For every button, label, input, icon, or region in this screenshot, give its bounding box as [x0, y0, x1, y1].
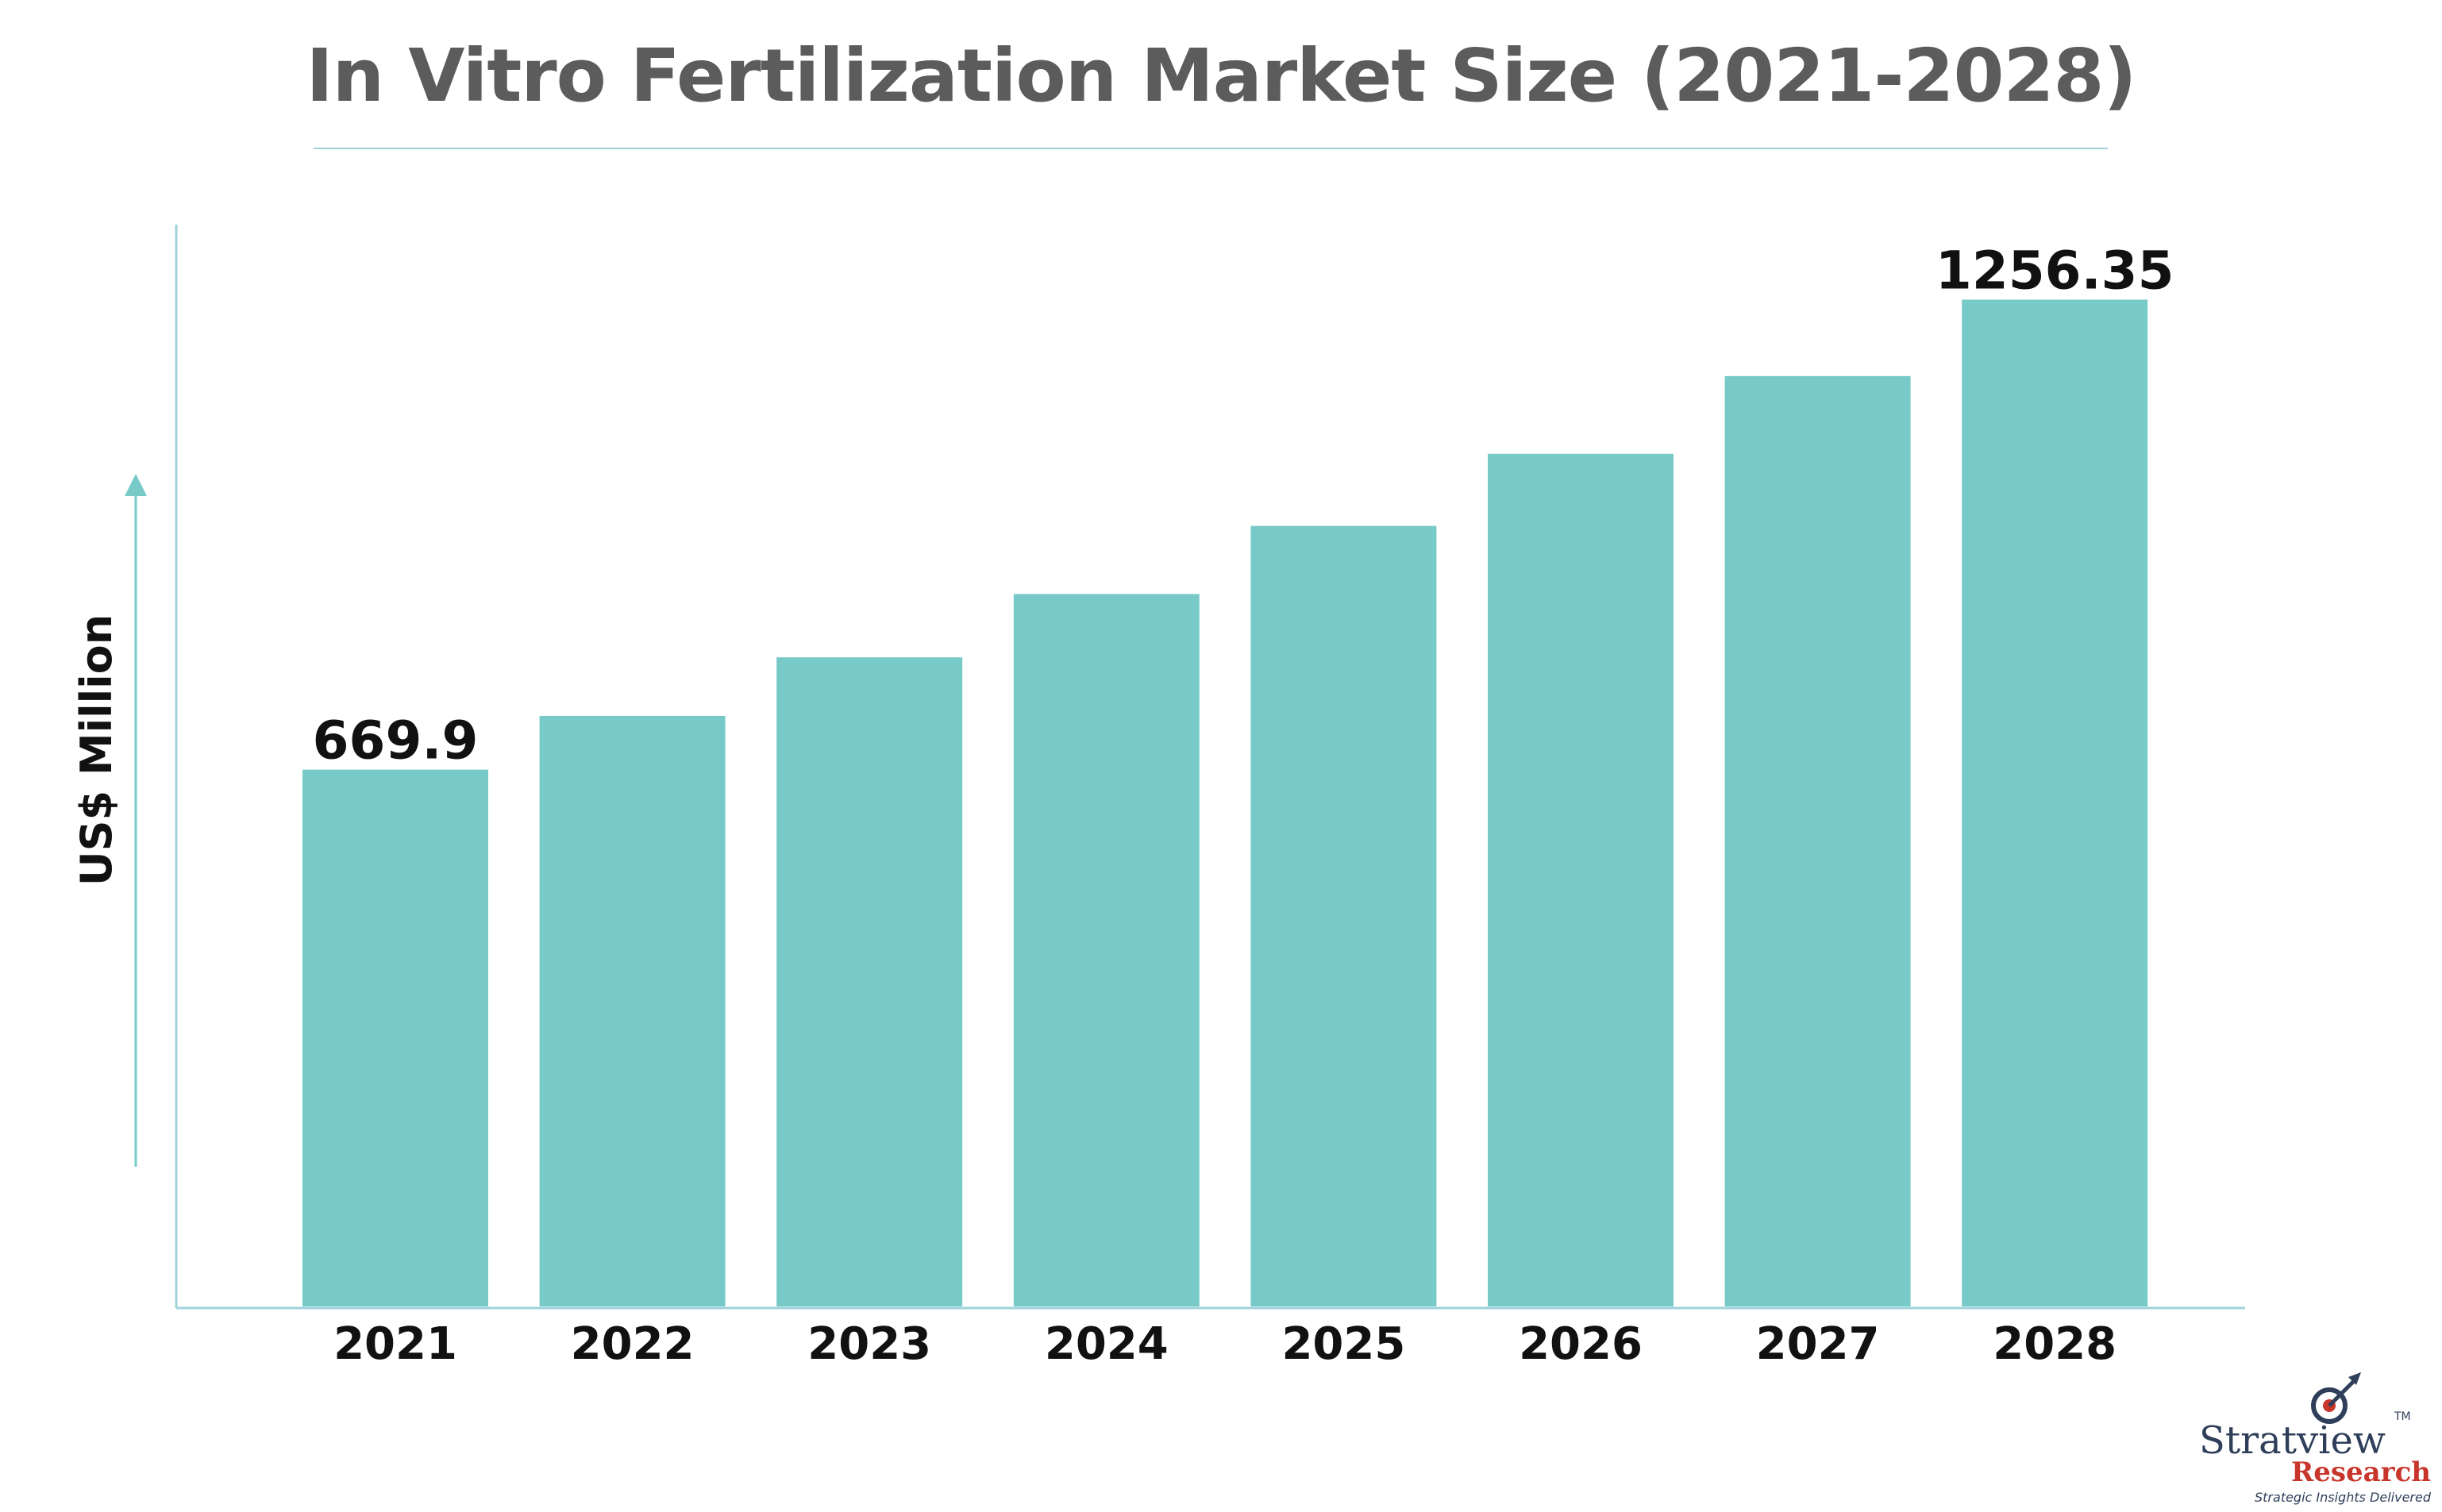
x-tick-label-2021: 2021 [333, 1318, 457, 1370]
y-axis-arrow-head [125, 474, 147, 496]
x-tick-label-2026: 2026 [1519, 1318, 1643, 1370]
x-tick-label-2023: 2023 [807, 1318, 931, 1370]
bar-2023 [776, 657, 963, 1306]
chart-title: In Vitro Fertilization Market Size (2021… [306, 33, 2136, 118]
title-divider [314, 148, 2108, 149]
y-axis-title: US$ Million [71, 614, 121, 886]
bar-2024 [1013, 594, 1200, 1306]
x-tick-label-2022: 2022 [571, 1318, 695, 1370]
data-label-2028: 1256.35 [1935, 240, 2174, 302]
bar-2027 [1724, 375, 1911, 1306]
bar-2022 [539, 715, 726, 1306]
bars-group: 2021 669.9 2022 2023 2024 2025 2026 2027 2028 125… [302, 240, 2174, 1370]
bar-2021 [302, 769, 488, 1306]
x-tick-label-2024: 2024 [1045, 1318, 1169, 1370]
x-tick-label-2028: 2028 [1993, 1318, 2117, 1370]
stratview-logo: Stratview TM Research Strategic Insights… [2199, 1369, 2437, 1505]
logo-trademark: TM [2394, 1410, 2411, 1423]
bar-2025 [1250, 525, 1437, 1306]
x-tick-label-2027: 2027 [1756, 1318, 1880, 1370]
bar-2026 [1488, 453, 1674, 1306]
logo-target-icon [2311, 1372, 2361, 1424]
data-label-2021: 669.9 [313, 710, 479, 771]
logo-brand-name: Stratview [2199, 1418, 2386, 1463]
bar-2028 [1962, 299, 2148, 1307]
logo-sub-name: Research [2290, 1456, 2431, 1488]
logo-tagline: Strategic Insights Delivered [2255, 1490, 2431, 1505]
x-tick-label-2025: 2025 [1281, 1318, 1405, 1370]
